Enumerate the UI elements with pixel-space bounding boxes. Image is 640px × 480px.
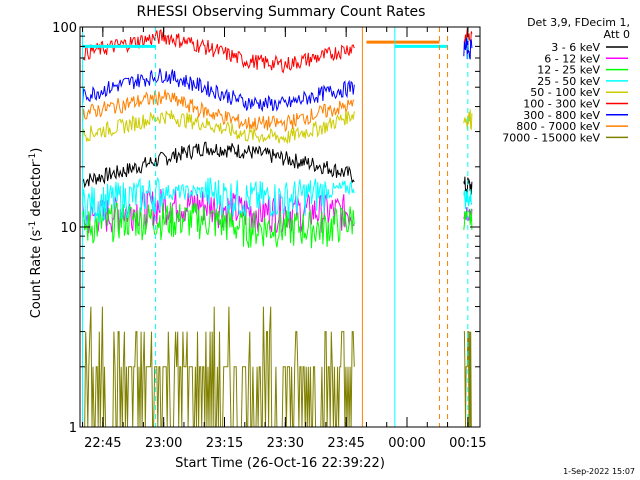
series-800-7000-kev <box>82 40 440 133</box>
series-7000-15000-kev <box>82 306 472 428</box>
chart-title: RHESSI Observing Summary Count Rates <box>137 4 426 20</box>
y-axis-label: Count Rate (s-1 detector-1) <box>28 148 44 319</box>
series-trace <box>82 141 355 189</box>
x-tick-label: 23:30 <box>267 436 304 451</box>
footer-date: 1-Sep-2022 15:07 <box>563 467 635 476</box>
legend-label: 7000 - 15000 keV <box>502 131 600 144</box>
y-tick-label: 100 <box>52 21 77 36</box>
y-axis-label-sup-2: -1 <box>28 153 38 162</box>
series-3-6-kev <box>82 141 473 195</box>
series-25-50-kev <box>82 176 473 226</box>
vertical-markers <box>82 27 469 427</box>
series-trace <box>82 89 355 133</box>
y-axis-label-sup-1: -1 <box>28 221 38 230</box>
x-tick-label: 23:45 <box>327 436 364 451</box>
series-trace <box>82 68 355 113</box>
series-post-segment <box>463 189 473 209</box>
y-tick-label: 1 <box>69 421 77 436</box>
series-trace <box>82 202 355 249</box>
legend-header-line-2: Att 0 <box>604 28 630 41</box>
series-100-300-kev <box>82 28 473 74</box>
x-axis-label: Start Time (26-Oct-16 22:39:22) <box>175 456 385 471</box>
y-axis-label-mid: detector <box>29 161 44 221</box>
series-trace <box>82 306 355 428</box>
series-300-800-kev <box>82 38 473 113</box>
plot-series <box>82 28 473 428</box>
legend-label: 12 - 25 keV <box>537 64 600 77</box>
x-axis: 22:45 23:00 23:15 23:30 23:45 00:00 00:15 <box>82 27 487 451</box>
legend-label: 300 - 800 keV <box>523 109 600 122</box>
series-50-100-kev <box>82 109 473 145</box>
legend-label: 6 - 12 keV <box>544 52 600 65</box>
x-tick-label: 00:00 <box>388 436 425 451</box>
legend-label: 3 - 6 keV <box>551 41 600 54</box>
legend-label: 800 - 7000 keV <box>516 120 600 133</box>
legend-label: 100 - 300 keV <box>523 98 600 111</box>
y-axis-label-end: ) <box>29 148 44 153</box>
series-post-segment <box>463 331 472 428</box>
y-axis: 1 10 100 <box>52 21 480 436</box>
y-tick-label: 10 <box>60 221 77 236</box>
series-trace <box>82 29 355 74</box>
y-axis-label-base: Count Rate (s <box>29 230 44 319</box>
x-tick-label: 22:45 <box>84 436 121 451</box>
series-trace <box>82 109 355 145</box>
x-tick-label: 23:00 <box>145 436 182 451</box>
legend-label: 50 - 100 keV <box>530 86 600 99</box>
series-trace <box>82 176 355 226</box>
plot-frame <box>79 26 481 428</box>
series-post-segment <box>463 109 473 131</box>
series-post-segment <box>463 176 473 195</box>
legend-label: 25 - 50 keV <box>537 75 600 88</box>
legend-header-line-1: Det 3,9, FDecim 1, <box>527 16 630 29</box>
x-tick-label: 00:15 <box>449 436 486 451</box>
x-tick-label: 23:15 <box>206 436 243 451</box>
